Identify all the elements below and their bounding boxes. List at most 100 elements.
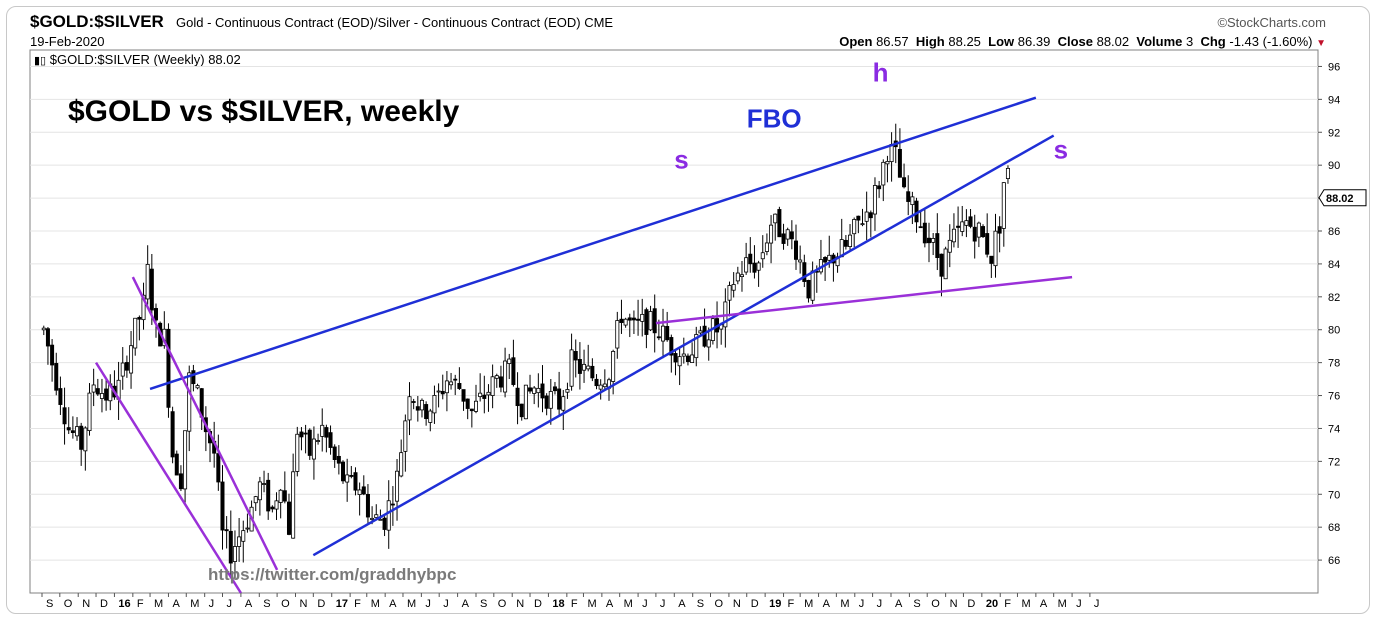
candle-body [997, 226, 1002, 234]
x-tick-label: F [1004, 598, 1011, 610]
candle-body [449, 381, 454, 386]
candle-body [386, 500, 391, 531]
candle-body [178, 473, 183, 490]
candle-body [170, 411, 175, 458]
candle-body [590, 365, 595, 379]
y-tick-label: 70 [1328, 489, 1340, 501]
candle-body [191, 370, 196, 385]
candle-body [536, 387, 541, 394]
y-tick-label: 86 [1328, 226, 1340, 238]
candle-body [473, 400, 478, 412]
candle-body [602, 383, 607, 388]
y-axis: 6668707274767880828486889092949688.02 [1318, 61, 1367, 567]
candle-body [902, 177, 907, 188]
candle-body [806, 279, 811, 299]
candle-body [166, 328, 171, 408]
candle-body [731, 284, 736, 291]
x-tick-label: A [172, 598, 180, 610]
candle-body [295, 433, 300, 472]
x-tick-label: 17 [336, 598, 348, 610]
candle-body [270, 506, 275, 510]
candle-body [498, 376, 503, 388]
candle-body [631, 317, 636, 321]
high-label: High [915, 34, 945, 49]
candle-body [153, 308, 158, 321]
candle-body [586, 365, 591, 370]
candle-body [698, 330, 703, 334]
candle-body [939, 253, 944, 277]
candle-body [532, 387, 537, 394]
candle-body [432, 395, 437, 414]
candle-body [868, 212, 873, 219]
candle-body [989, 255, 994, 264]
price-tag-label: 88.02 [1326, 193, 1354, 205]
candle-body [881, 161, 886, 186]
candle-body [149, 268, 154, 311]
candle-body [436, 390, 441, 393]
candle-body [764, 242, 769, 252]
candle-body [777, 209, 782, 238]
candle-body [291, 471, 296, 539]
candlestick-icon: ▮▯ [34, 55, 47, 67]
price-tag [1318, 189, 1367, 207]
x-tick-label: D [534, 598, 542, 610]
candle-body [943, 248, 948, 280]
x-tick-label: M [1058, 598, 1067, 610]
candle-body [993, 230, 998, 267]
candle-body [519, 403, 524, 418]
candle-body [444, 380, 449, 394]
candle-body [220, 481, 225, 531]
candle-body [652, 308, 657, 334]
x-tick-label: O [64, 598, 73, 610]
x-tick-label: F [788, 598, 795, 610]
candle-body [582, 363, 587, 371]
y-tick-label: 96 [1328, 61, 1340, 73]
x-tick-label: S [913, 598, 920, 610]
candle-body [91, 384, 96, 393]
candle-body [357, 489, 362, 495]
candle-body [760, 252, 765, 260]
x-tick-label: O [498, 598, 507, 610]
candle-body [266, 479, 271, 512]
candle-body [565, 389, 570, 393]
candle-body [872, 185, 877, 215]
candle-body [262, 483, 267, 485]
x-tick-label: A [823, 598, 831, 610]
x-tick-label: D [751, 598, 759, 610]
candle-body [860, 223, 865, 226]
candle-body [885, 161, 890, 165]
candle-body [120, 362, 125, 377]
y-tick-label: 94 [1328, 94, 1340, 106]
candle-body [877, 185, 882, 190]
candle-body [320, 424, 325, 437]
x-tick-label: N [300, 598, 308, 610]
candle-body [245, 527, 250, 530]
x-tick-label: J [642, 598, 648, 610]
candle-body [345, 474, 350, 483]
candle-body [187, 372, 192, 432]
candle-body [424, 404, 429, 420]
watermark-url: https://twitter.com/graddhybpc [208, 565, 456, 584]
candle-body [253, 496, 258, 504]
y-tick-label: 72 [1328, 456, 1340, 468]
x-tick-label: O [281, 598, 290, 610]
candle-body [515, 387, 520, 407]
candle-body [789, 231, 794, 240]
candle-body [640, 313, 645, 322]
candle-body [968, 216, 973, 227]
x-tick-label: D [100, 598, 108, 610]
candle-body [415, 406, 420, 411]
x-tick-label: A [678, 598, 686, 610]
candle-body [465, 398, 470, 409]
candle-body [615, 320, 620, 349]
candle-body [365, 493, 370, 518]
x-tick-label: S [263, 598, 270, 610]
candle-body [561, 396, 566, 411]
candle-body [960, 221, 965, 232]
x-tick-label: F [137, 598, 144, 610]
x-tick-label: S [46, 598, 53, 610]
candle-body [278, 489, 283, 503]
open-value: 86.57 [876, 34, 909, 49]
candle-body [573, 351, 578, 361]
x-tick-label: J [209, 598, 215, 610]
